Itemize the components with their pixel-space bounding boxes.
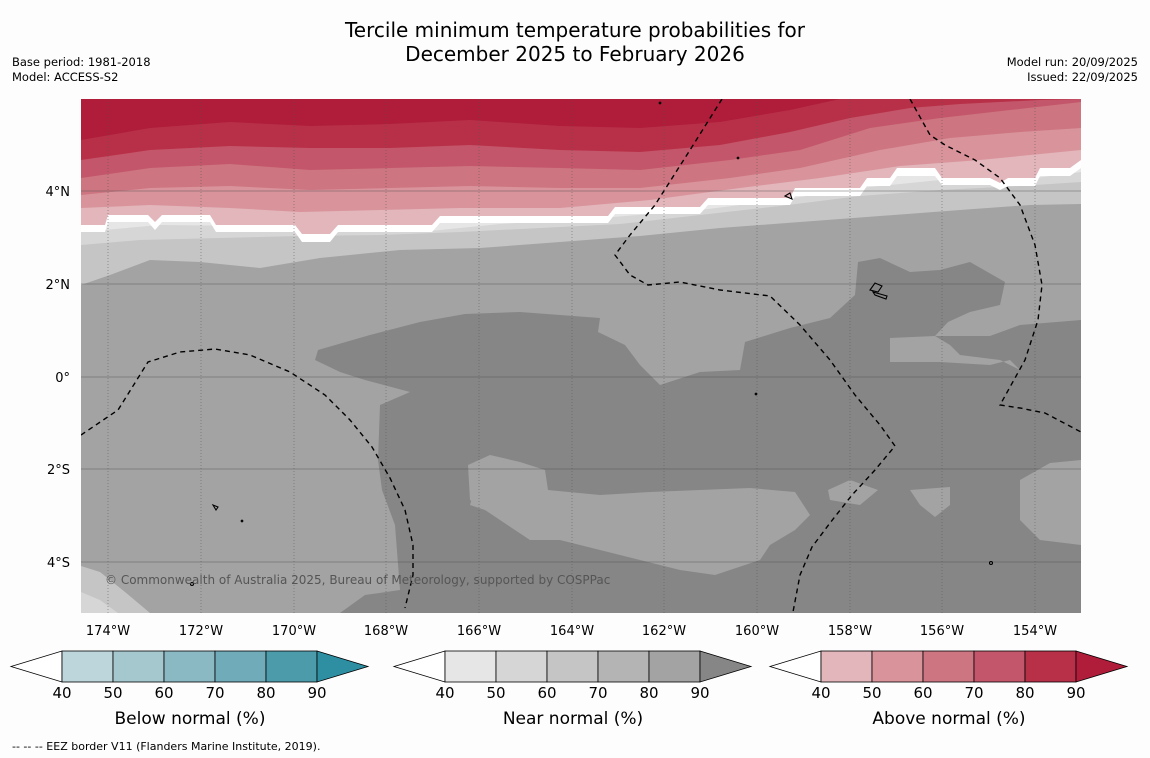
near-80-island-1: [468, 455, 810, 575]
lon-label: 160°W: [735, 624, 779, 639]
title-line-1: Tercile minimum temperature probabilitie…: [344, 18, 806, 42]
near-60-corner: [81, 592, 118, 613]
colorbar-segment: [495, 650, 548, 683]
colorbar-segment: [922, 650, 975, 683]
cb-below-tick: 70: [205, 684, 225, 702]
cb-below-tick: 40: [52, 684, 72, 702]
colorbar-above-normal: [768, 650, 1129, 683]
colorbar-segment: [1024, 650, 1077, 683]
near-80-island-6: [1020, 460, 1081, 545]
meta-right: Model run: 20/09/2025 Issued: 22/09/2025: [1007, 55, 1138, 85]
lon-label: 162°W: [642, 624, 686, 639]
lon-label: 154°W: [1013, 624, 1057, 639]
cb-below-tick: 50: [103, 684, 123, 702]
cb-below-tick: 60: [154, 684, 174, 702]
colorbar-under-triangle: [392, 650, 446, 683]
copyright-text: © Commonwealth of Australia 2025, Bureau…: [105, 573, 610, 587]
longitude-labels: 174°W 172°W 170°W 168°W 166°W 164°W 162°…: [86, 624, 1057, 639]
cb-near-tick: 60: [537, 684, 557, 702]
near-80-island-3: [890, 336, 1020, 370]
eez-footnote: -- -- -- EEZ border V11 (Flanders Marine…: [12, 740, 321, 753]
colorbar-segment: [163, 650, 216, 683]
near-80-island-4: [828, 480, 878, 505]
colorbar-below-title: Below normal (%): [114, 709, 266, 729]
cb-near-tick: 40: [435, 684, 455, 702]
latitude-labels: 4°N 2°N 0° 2°S 4°S: [46, 185, 71, 571]
cb-near-tick: 50: [486, 684, 506, 702]
cb-above-tick: 70: [964, 684, 984, 702]
colorbar-segment: [265, 650, 318, 683]
lon-label: 174°W: [86, 624, 130, 639]
lat-label: 2°S: [47, 463, 70, 478]
colorbar-segment: [973, 650, 1026, 683]
colorbar-below-normal: [9, 650, 370, 683]
lon-label: 172°W: [179, 624, 223, 639]
colorbar-segment: [546, 650, 599, 683]
cb-above-tick: 60: [913, 684, 933, 702]
colorbar-segment: [648, 650, 701, 683]
parallel-lines: [81, 190, 1081, 563]
colorbar-near-title: Near normal (%): [502, 709, 644, 729]
near-80-island-7: [1015, 290, 1081, 310]
colorbar-near-normal: [392, 650, 753, 683]
colorbar-over-triangle: [316, 650, 370, 683]
cb-below-tick: 80: [256, 684, 276, 702]
base-period: Base period: 1981-2018: [12, 55, 151, 69]
near-80-island-5: [910, 487, 950, 517]
colorbar-segment: [214, 650, 267, 683]
islands: [189, 101, 994, 587]
model-run: Model run: 20/09/2025: [1006, 55, 1138, 69]
colorbar-above-title: Above normal (%): [872, 709, 1026, 729]
cb-near-tick: 90: [690, 684, 710, 702]
cb-near-tick: 80: [639, 684, 659, 702]
cb-above-tick: 90: [1066, 684, 1086, 702]
colorbar-segment: [820, 650, 873, 683]
near-80-island-2: [470, 468, 540, 515]
issued-date: Issued: 22/09/2025: [1027, 70, 1138, 84]
colorbar-segment: [871, 650, 924, 683]
eez-borders: [81, 99, 1081, 613]
model-name: Model: ACCESS-S2: [12, 70, 119, 84]
lat-label: 4°S: [47, 556, 70, 571]
lon-label: 156°W: [920, 624, 964, 639]
colorbar-segment: [444, 650, 497, 683]
colorbar-under-triangle: [768, 650, 822, 683]
colorbar-over-triangle: [699, 650, 753, 683]
lat-label: 0°: [55, 371, 70, 386]
cb-above-tick: 40: [811, 684, 831, 702]
colorbar-under-triangle: [9, 650, 63, 683]
meta-left: Base period: 1981-2018 Model: ACCESS-S2: [12, 55, 151, 85]
lat-label: 2°N: [46, 278, 71, 293]
colorbar-segment: [112, 650, 165, 683]
cb-above-tick: 80: [1015, 684, 1035, 702]
lon-label: 158°W: [828, 624, 872, 639]
lon-label: 166°W: [457, 624, 501, 639]
cb-near-tick: 70: [588, 684, 608, 702]
colorbar-over-triangle: [1075, 650, 1129, 683]
title-line-2: December 2025 to February 2026: [405, 42, 745, 66]
lon-label: 164°W: [550, 624, 594, 639]
colorbar-segment: [61, 650, 114, 683]
chart-title: Tercile minimum temperature probabilitie…: [0, 18, 1150, 66]
cb-above-tick: 50: [862, 684, 882, 702]
lon-label: 170°W: [272, 624, 316, 639]
cb-below-tick: 90: [307, 684, 327, 702]
lon-label: 168°W: [364, 624, 408, 639]
above-90-band: [81, 99, 840, 140]
map-fill: [81, 99, 1081, 613]
colorbar-segment: [597, 650, 650, 683]
lat-label: 4°N: [46, 185, 71, 200]
